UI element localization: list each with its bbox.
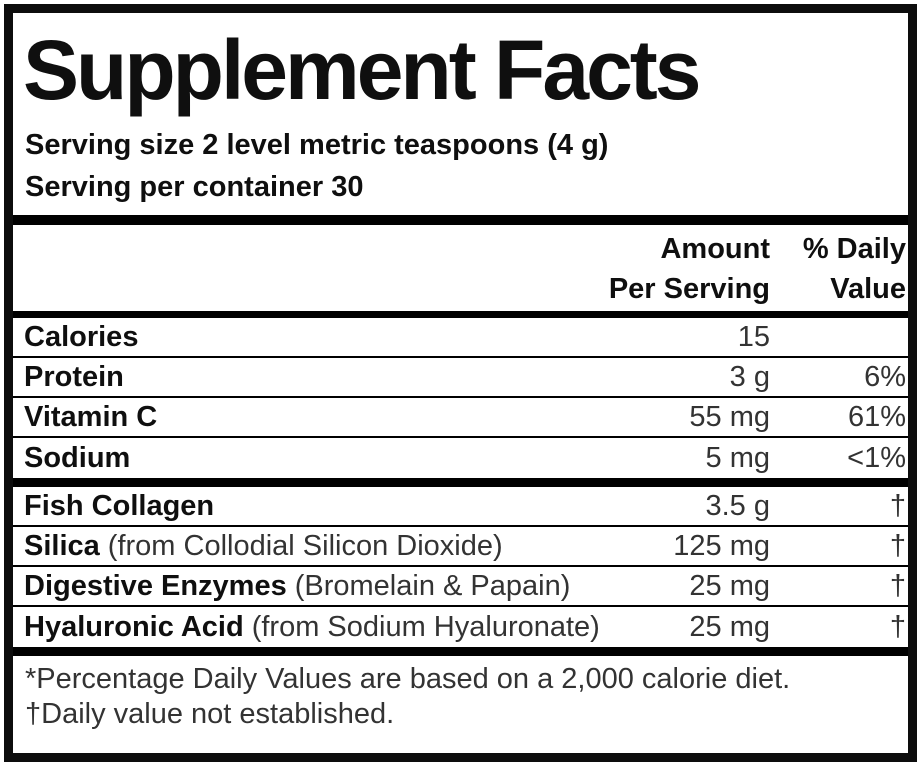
nutrient-name-cell: Protein: [24, 361, 600, 394]
nutrient-name-cell: Calories: [24, 321, 600, 354]
serving-size-line: Serving size 2 level metric teaspoons (4…: [25, 129, 609, 161]
amount-header-line1: Amount: [660, 232, 770, 265]
supplement-facts-panel: Supplement Facts Serving size 2 level me…: [4, 4, 917, 762]
divider-thick-top: [13, 215, 908, 225]
nutrient-note: (from Sodium Hyaluronate): [251, 610, 600, 643]
nutrient-name: Silica: [24, 529, 100, 562]
daily-value: <1%: [847, 441, 906, 474]
daily-value: †: [889, 610, 906, 643]
amount-value: 3.5 g: [705, 489, 771, 522]
nutrient-note: (Bromelain & Papain): [294, 569, 571, 602]
divider-thick-middle: [13, 478, 908, 487]
footnote-daily-values: *Percentage Daily Values are based on a …: [25, 663, 791, 695]
panel-title: Supplement Facts: [23, 23, 701, 117]
column-header-row-2: Per Serving Value: [13, 269, 908, 309]
nutrient-name: Vitamin C: [24, 400, 158, 433]
daily-value: †: [889, 569, 906, 602]
amount-value: 125 mg: [673, 529, 770, 562]
table-row-vitamin-c: Vitamin C 55 mg 61%: [13, 398, 908, 438]
column-header-block: Amount % Daily Per Serving Value: [13, 225, 908, 311]
daily-value-header-line2: Value: [830, 272, 906, 305]
nutrient-name-cell: Digestive Enzymes (Bromelain & Papain): [24, 570, 600, 603]
daily-value: 61%: [847, 400, 906, 433]
daily-value: 6%: [864, 360, 906, 393]
table-row-hyaluronic-acid: Hyaluronic Acid (from Sodium Hyaluronate)…: [13, 607, 908, 647]
amount-value: 15: [737, 320, 770, 353]
nutrient-name: Calories: [24, 320, 139, 353]
daily-value: †: [889, 529, 906, 562]
daily-value-header-line1: % Daily: [802, 232, 906, 265]
amount-value: 25 mg: [689, 610, 770, 643]
amount-value: 5 mg: [705, 441, 770, 474]
table-row-calories: Calories 15: [13, 318, 908, 358]
footnotes-block: *Percentage Daily Values are based on a …: [13, 656, 908, 732]
nutrient-name-cell: Vitamin C: [24, 401, 600, 434]
nutrient-name-cell: Hyaluronic Acid (from Sodium Hyaluronate): [24, 611, 600, 644]
amount-value: 25 mg: [689, 569, 770, 602]
amount-header-line2: Per Serving: [608, 272, 770, 305]
footnote-not-established: †Daily value not established.: [25, 698, 395, 730]
divider-thick-bottom: [13, 647, 908, 656]
nutrient-note: (from Collodial Silicon Dioxide): [107, 529, 503, 562]
nutrient-name-cell: Silica (from Collodial Silicon Dioxide): [24, 530, 600, 563]
table-row-fish-collagen: Fish Collagen 3.5 g †: [13, 487, 908, 527]
table-row-digestive-enzymes: Digestive Enzymes (Bromelain & Papain) 25…: [13, 567, 908, 607]
nutrient-name-cell: Fish Collagen: [24, 490, 600, 523]
nutrient-name: Digestive Enzymes: [24, 569, 287, 602]
nutrient-name: Hyaluronic Acid: [24, 610, 244, 643]
daily-value: †: [889, 489, 906, 522]
amount-value: 3 g: [729, 360, 770, 393]
divider-medium-header: [13, 311, 908, 318]
table-row-sodium: Sodium 5 mg <1%: [13, 438, 908, 478]
table-row-silica: Silica (from Collodial Silicon Dioxide) 1…: [13, 527, 908, 567]
amount-value: 55 mg: [689, 400, 770, 433]
servings-per-container-line: Serving per container 30: [25, 171, 364, 203]
column-header-row-1: Amount % Daily: [13, 229, 908, 269]
nutrient-name: Sodium: [24, 441, 131, 474]
nutrient-name: Fish Collagen: [24, 489, 215, 522]
nutrient-name: Protein: [24, 360, 124, 393]
nutrient-name-cell: Sodium: [24, 442, 600, 475]
table-row-protein: Protein 3 g 6%: [13, 358, 908, 398]
